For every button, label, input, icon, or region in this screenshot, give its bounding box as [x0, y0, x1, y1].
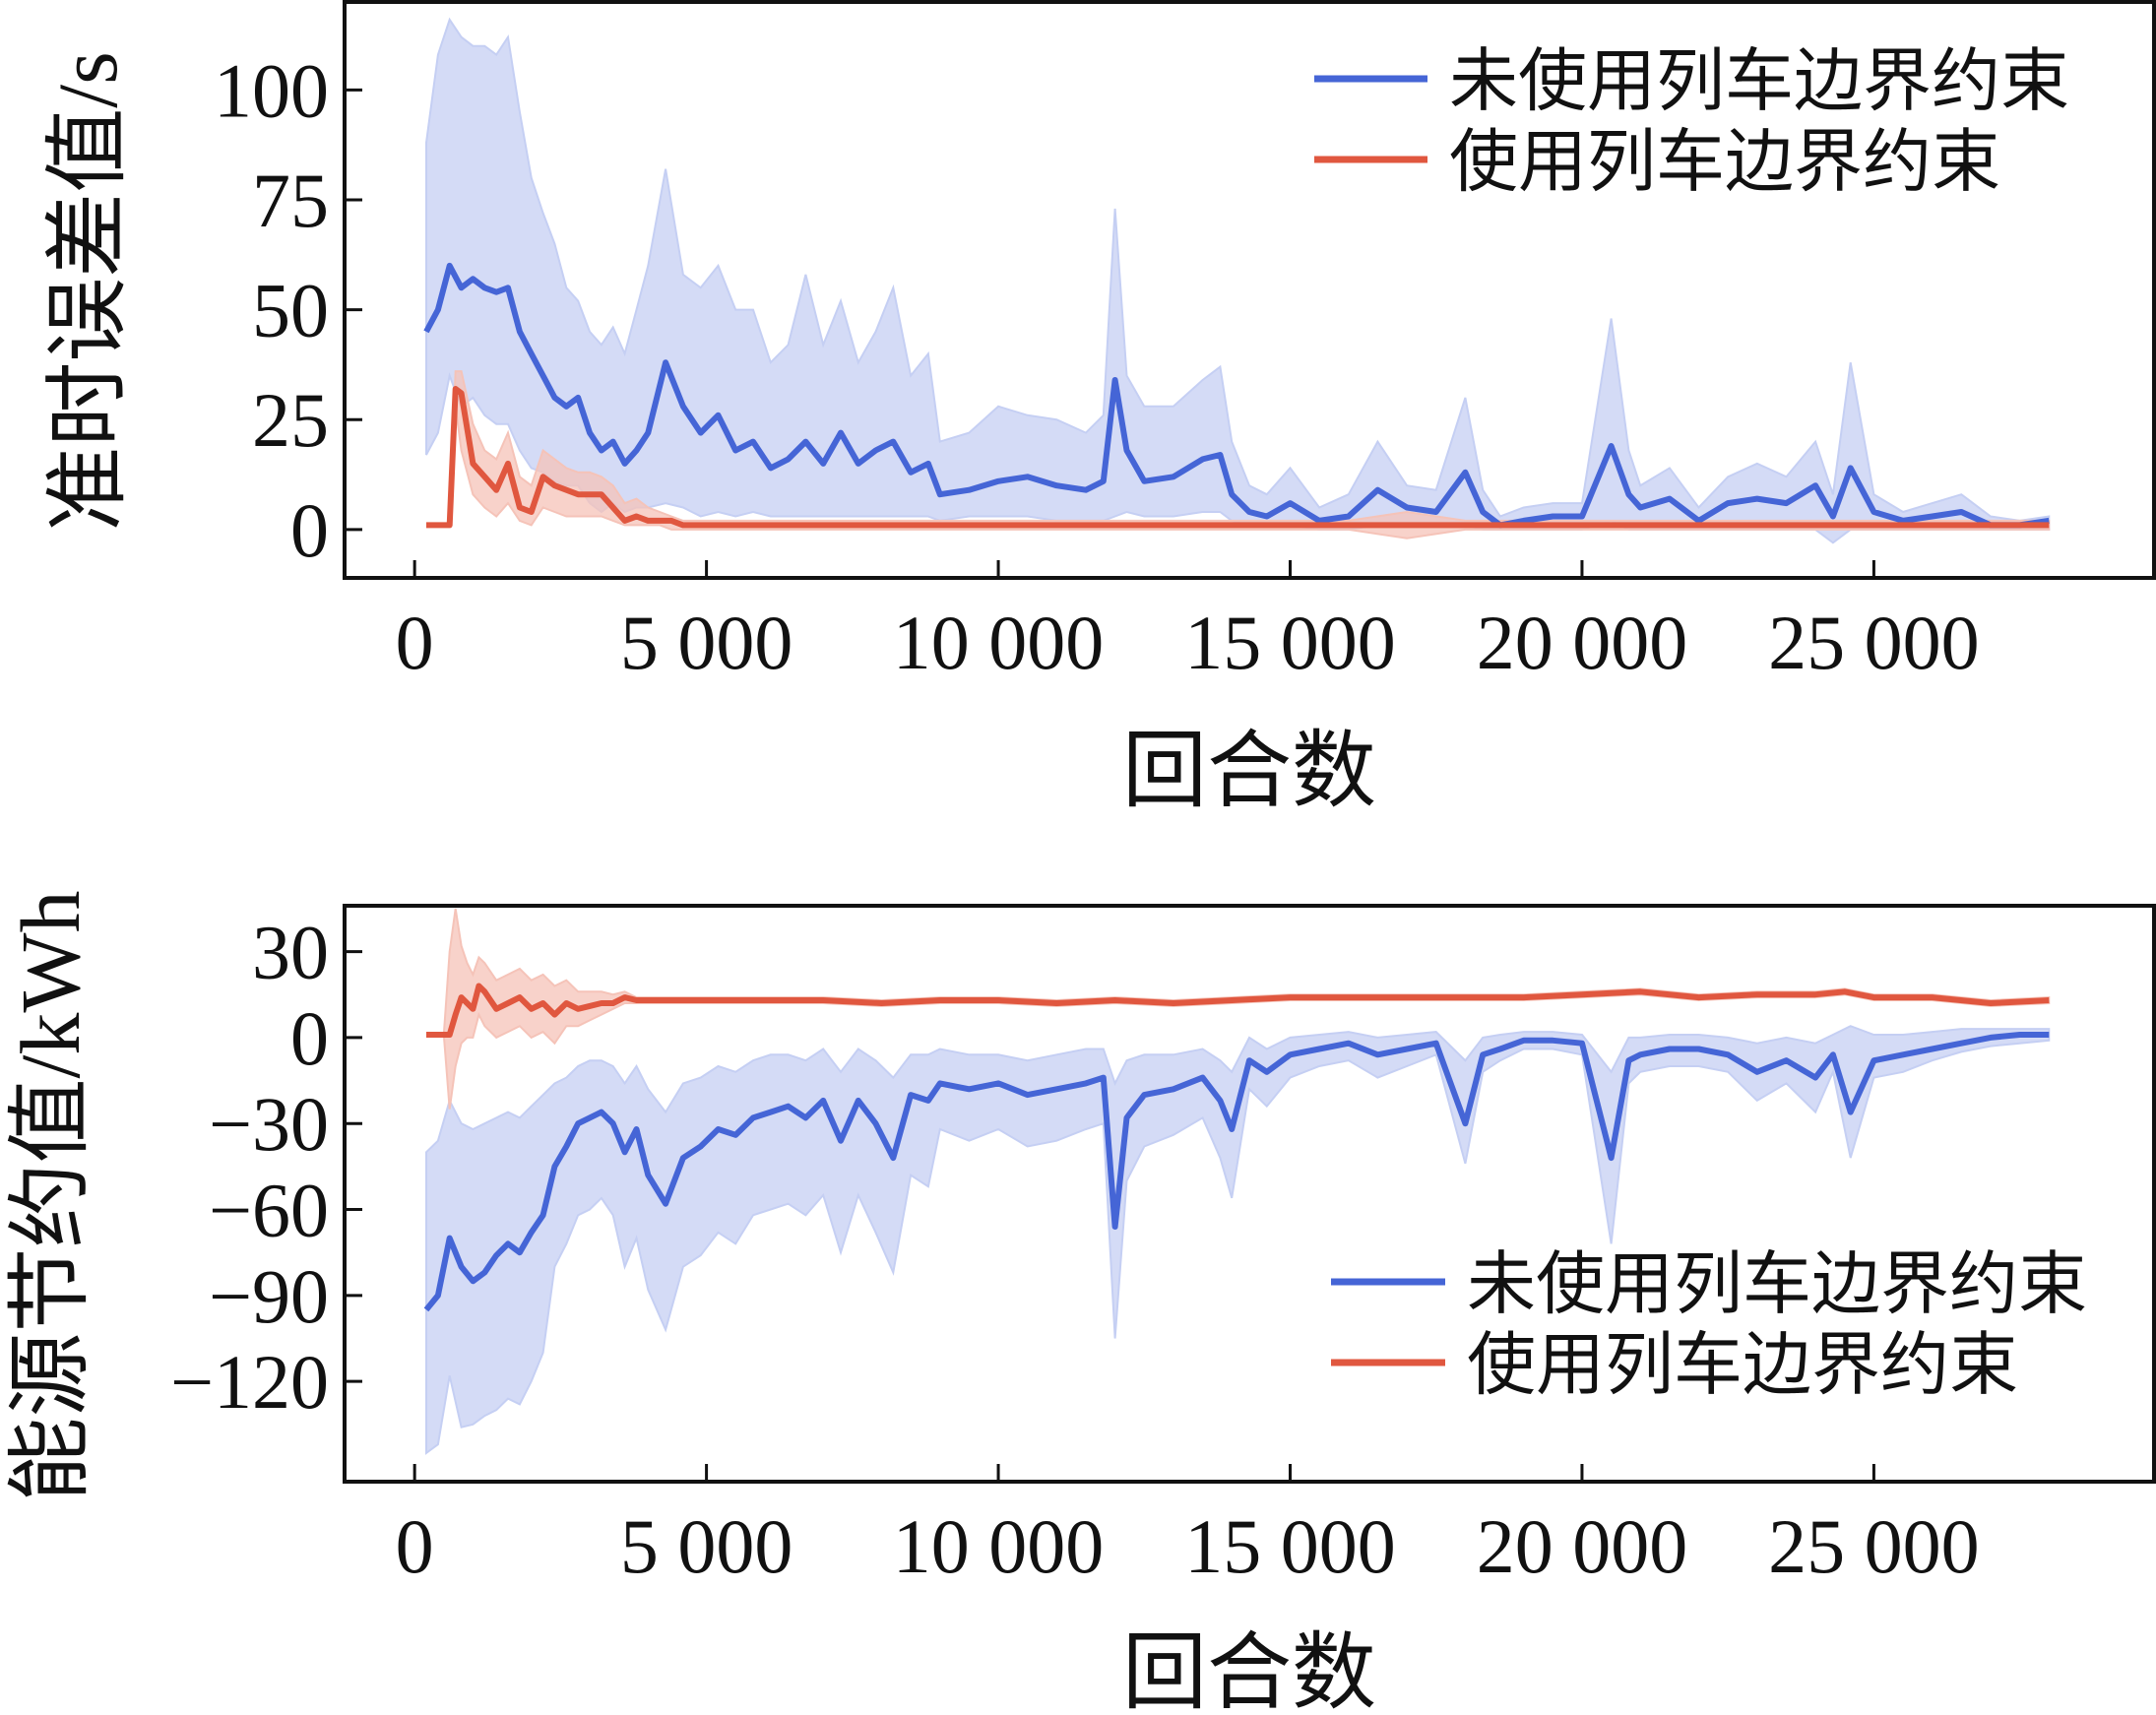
y-tick-label: 25: [252, 377, 329, 463]
y-axis-title: 能源节约值/kWh: [3, 890, 97, 1501]
x-tick-label: 20 000: [1477, 600, 1688, 685]
y-tick-label: 50: [252, 268, 329, 353]
x-axis-title: 回合数: [1122, 1625, 1376, 1715]
x-tick-label: 0: [396, 600, 434, 685]
plot-frame: [343, 0, 2156, 580]
y-tick-label: 30: [252, 910, 329, 995]
y-axis-ticks: 0 25 50 75 100: [214, 47, 362, 573]
line-series-0: [423, 1032, 2050, 1312]
legend-label-blue: 未使用列车边界约束: [1449, 44, 2069, 120]
x-tick-label: 15 000: [1184, 600, 1396, 685]
y-tick-label: 0: [290, 487, 329, 573]
y-tick-label: −60: [209, 1168, 329, 1253]
x-tick-label: 0: [396, 1503, 434, 1589]
y-axis-title: 准时误差值/s: [40, 51, 135, 531]
line-series-0: [423, 262, 2050, 529]
legend-label-red: 使用列车边界约束: [1467, 1328, 2018, 1404]
plot-frame: [343, 904, 2156, 1484]
x-tick-label: 5 000: [620, 1503, 793, 1589]
x-tick-label: 25 000: [1768, 1503, 1980, 1589]
x-tick-label: 15 000: [1184, 1503, 1396, 1589]
band-series-0: [425, 1025, 2051, 1455]
y-tick-label: −120: [170, 1339, 329, 1425]
y-tick-label: 75: [252, 158, 329, 243]
punctuality-error-chart: 0 25 50 75 100 0 5 000 10 000 15 000 20 000 25 00…: [40, 0, 2156, 818]
legend: 未使用列车边界约束 使用列车边界约束: [1314, 44, 2069, 201]
y-tick-label: −90: [209, 1253, 329, 1339]
y-tick-label: 0: [290, 995, 329, 1081]
x-tick-label: 10 000: [893, 600, 1105, 685]
legend: 未使用列车边界约束 使用列车边界约束: [1331, 1247, 2087, 1404]
line-series-1: [426, 983, 2050, 1038]
x-axis-ticks: 0 5 000 10 000 15 000 20 000 25 000: [396, 1464, 1980, 1589]
x-tick-label: 5 000: [620, 600, 793, 685]
x-axis-title: 回合数: [1122, 724, 1376, 818]
y-tick-label: −30: [209, 1081, 329, 1167]
y-tick-label: 100: [214, 47, 329, 133]
legend-label-blue: 未使用列车边界约束: [1467, 1247, 2087, 1323]
legend-label-red: 使用列车边界约束: [1449, 125, 2000, 201]
series-lines: [423, 262, 2050, 529]
line-series-1: [426, 386, 2050, 529]
x-axis-ticks: 0 5 000 10 000 15 000 20 000 25 000: [396, 560, 1980, 685]
x-tick-label: 20 000: [1477, 1503, 1688, 1589]
series-lines: [423, 983, 2050, 1312]
x-tick-label: 25 000: [1768, 600, 1980, 685]
x-tick-label: 10 000: [893, 1503, 1105, 1589]
